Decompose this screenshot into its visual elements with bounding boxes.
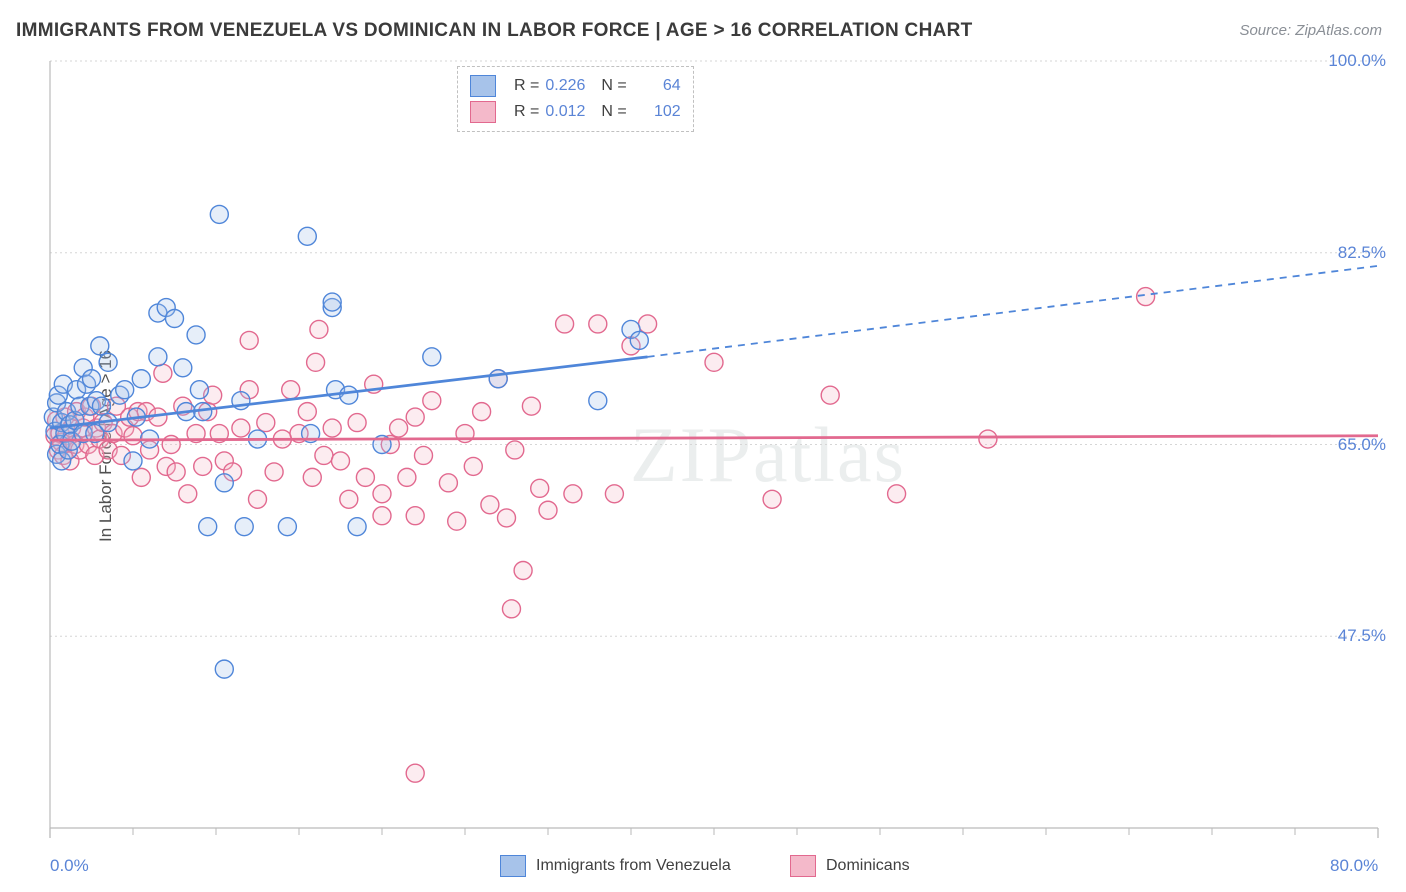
stats-legend-row: R = 0.226 N = 64 <box>470 73 681 99</box>
swatch-dominican <box>790 855 816 877</box>
y-tick-label: 47.5% <box>1338 626 1386 646</box>
legend-venezuela-label: Immigrants from Venezuela <box>536 857 731 875</box>
legend-dominican-label: Dominicans <box>826 857 910 875</box>
scatter-plot <box>0 0 1406 892</box>
y-tick-label: 65.0% <box>1338 435 1386 455</box>
y-tick-label: 82.5% <box>1338 243 1386 263</box>
x-tick-label: 0.0% <box>50 856 89 876</box>
legend-venezuela: Immigrants from Venezuela <box>500 852 731 880</box>
stats-legend-row: R = 0.012 N = 102 <box>470 99 681 125</box>
stat-n-value: 64 <box>633 77 681 95</box>
x-tick-label: 80.0% <box>1330 856 1378 876</box>
swatch-icon <box>470 101 496 123</box>
stat-r-label: R = <box>514 103 539 121</box>
swatch-icon <box>470 75 496 97</box>
stat-r-value: 0.012 <box>545 103 593 121</box>
legend-dominican: Dominicans <box>790 852 910 880</box>
stat-n-label: N = <box>601 77 626 95</box>
y-tick-label: 100.0% <box>1328 51 1386 71</box>
stat-r-label: R = <box>514 77 539 95</box>
stat-n-value: 102 <box>633 103 681 121</box>
swatch-venezuela <box>500 855 526 877</box>
stat-n-label: N = <box>601 103 626 121</box>
stats-legend-box: R = 0.226 N = 64 R = 0.012 N = 102 <box>457 66 694 132</box>
stat-r-value: 0.226 <box>545 77 593 95</box>
